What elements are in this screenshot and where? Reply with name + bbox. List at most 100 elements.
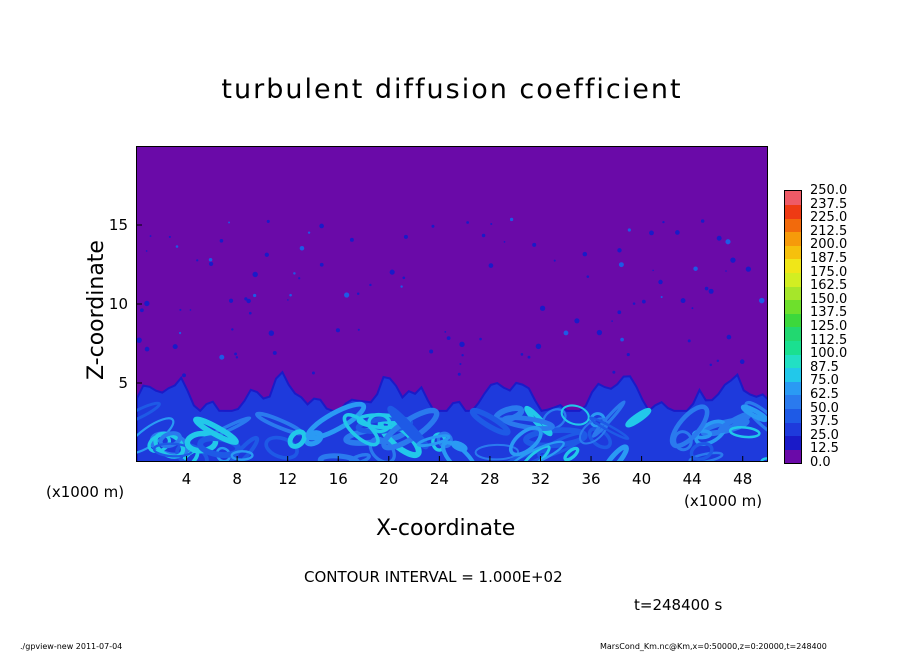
diffusion-patch	[208, 261, 214, 266]
diffusion-patch	[563, 330, 569, 336]
eddy-contour	[688, 451, 724, 461]
footer-right: MarsCond_Km.nc@Km,x=0:50000,z=0:20000,t=…	[600, 642, 827, 651]
y-tick-label: 10	[109, 295, 128, 313]
eddy-contour	[230, 450, 254, 461]
colorbar-level-label: 250.0	[810, 183, 848, 198]
colorbar-level-label: 237.5	[810, 196, 848, 212]
x-tick-label: 36	[581, 470, 600, 488]
x-axis-label: X-coordinate	[376, 516, 516, 541]
diffusion-patch	[652, 269, 654, 272]
diffusion-patch	[725, 239, 731, 245]
eddy-contour	[175, 443, 209, 461]
eddy-contour	[474, 443, 520, 461]
diffusion-patch	[709, 363, 713, 367]
eddy-contour	[501, 415, 555, 431]
colorbar-cell	[785, 381, 801, 396]
eddy-contour	[193, 416, 239, 446]
colorbar-cell	[785, 286, 801, 301]
colorbar-level-label: 12.5	[810, 441, 839, 457]
eddy-contour	[537, 431, 587, 459]
diffusion-patch	[716, 235, 722, 241]
eddy-contour	[508, 426, 543, 457]
time-stamp: t=248400 s	[634, 596, 723, 614]
eddy-contour	[560, 404, 590, 426]
eddy-contour	[287, 429, 307, 449]
diffusion-patch	[693, 266, 698, 271]
diffusion-patch	[716, 359, 720, 363]
diffusion-patch	[403, 234, 408, 239]
colorbar-cell	[785, 259, 801, 274]
diffusion-patch	[335, 328, 340, 333]
colorbar-level-label: 125.0	[810, 319, 848, 334]
diffusion-patch	[307, 231, 311, 234]
diffusion-patch	[725, 270, 727, 272]
diffusion-patch	[479, 337, 482, 341]
diffusion-patch	[389, 269, 395, 275]
diffusion-patch	[268, 330, 275, 336]
x-tick-label: 48	[733, 470, 752, 488]
diffusion-patch	[520, 353, 524, 356]
diffusion-patch	[490, 223, 493, 226]
diffusion-patch	[539, 305, 546, 311]
diffusion-patch	[527, 355, 531, 359]
diffusion-patch	[611, 320, 613, 322]
diffusion-patch	[179, 308, 182, 311]
colorbar-cell	[785, 435, 801, 450]
colorbar-cell	[785, 204, 801, 219]
diffusion-patch	[612, 370, 616, 374]
diffusion-patch	[700, 219, 705, 223]
diffusion-patch	[620, 337, 624, 342]
diffusion-patch	[680, 298, 686, 304]
diffusion-patch	[459, 341, 465, 347]
eddy-contour	[563, 446, 580, 461]
diffusion-patch	[272, 350, 277, 355]
diffusion-patch	[234, 352, 237, 356]
diffusion-patch	[429, 349, 434, 354]
diffusion-patch	[503, 240, 506, 243]
eddy-contour	[368, 436, 396, 461]
diffusion-patch	[617, 310, 622, 315]
colorbar-cell	[785, 327, 801, 342]
diffusion-patch	[444, 331, 447, 333]
diffusion-patch	[189, 309, 192, 311]
diffusion-patch	[758, 297, 765, 304]
diffusion-patch	[248, 311, 252, 315]
diffusion-patch	[144, 346, 150, 352]
colorbar-cell	[785, 354, 801, 369]
diffusion-patch	[319, 223, 324, 229]
diffusion-patch	[658, 279, 663, 285]
diffusion-patch	[175, 245, 179, 248]
diffusion-patch	[586, 275, 590, 278]
colorbar-cell	[785, 395, 801, 410]
y-axis-label: Z-coordinate	[84, 240, 109, 380]
diffusion-patch	[532, 242, 537, 247]
colorbar-level-label: 162.5	[810, 278, 848, 294]
eddy-contour	[589, 416, 630, 441]
colorbar-level-label: 200.0	[810, 237, 848, 253]
chart-title: turbulent diffusion coefficient	[221, 74, 683, 105]
eddy-contour	[305, 401, 367, 441]
y-tick-label: 15	[109, 216, 128, 234]
diffusion-patch	[641, 299, 646, 304]
colorbar-cell	[785, 191, 801, 206]
diffusion-patch	[319, 262, 324, 267]
diffusion-patch	[739, 359, 745, 365]
diffusion-patch	[457, 372, 461, 376]
x-tick-label: 40	[632, 470, 651, 488]
diffusion-patch	[745, 266, 752, 272]
diffusion-patch	[298, 277, 301, 280]
diffusion-patch	[446, 336, 451, 340]
colorbar-cell	[785, 272, 801, 287]
colorbar	[784, 190, 802, 464]
colorbar-level-label: 112.5	[810, 332, 848, 348]
eddy-contour	[348, 453, 371, 461]
diffusion-patch	[244, 297, 248, 301]
diffusion-patch	[632, 302, 636, 305]
y-tick-label: 5	[118, 374, 128, 392]
diffusion-patch	[574, 318, 580, 324]
diffusion-patch	[137, 337, 142, 343]
colorbar-cell	[785, 422, 801, 437]
diffusion-patch	[509, 217, 514, 222]
diffusion-patch	[293, 272, 296, 275]
